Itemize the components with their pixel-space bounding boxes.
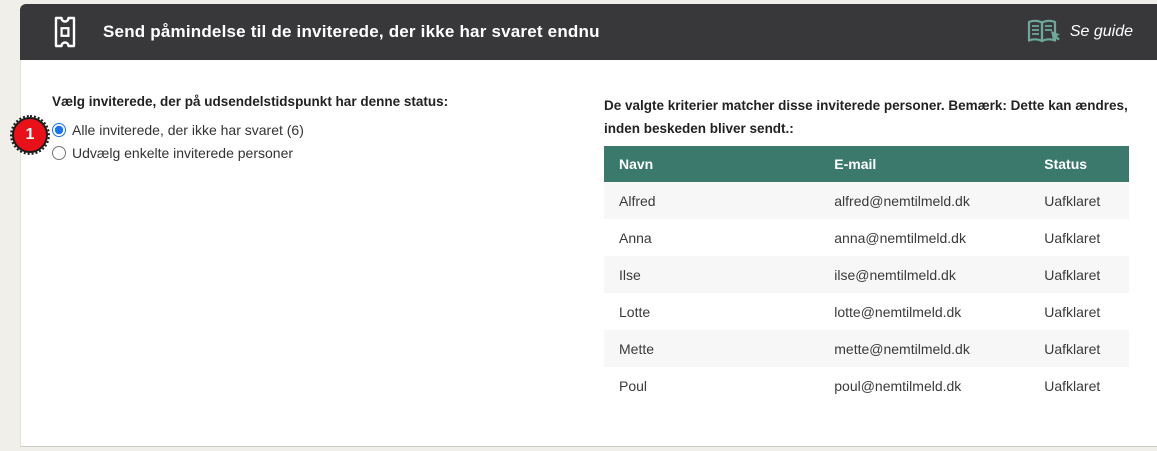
ticket-icon (53, 16, 77, 48)
radio-label-select-individuals: Udvælg enkelte inviterede personer (72, 144, 294, 161)
radio-input-all-invitees[interactable] (52, 122, 66, 137)
invitee-email-cell: poul@nemtilmeld.dk (834, 377, 962, 394)
invitee-email-cell: anna@nemtilmeld.dk (834, 229, 966, 246)
invitee-table-body: Alfred alfred@nemtilmeld.dk Uafklaret Anna a… (604, 182, 1129, 404)
invitee-row: Lotte lotte@nemtilmeld.dk Uafklaret (604, 293, 1129, 330)
status-selection-heading: Vælg inviterede, der på udsendelstidspun… (52, 94, 449, 109)
invitee-email-cell: lotte@nemtilmeld.dk (834, 303, 962, 320)
invitee-status-cell: Uafklaret (1044, 266, 1101, 283)
invitee-name-cell: Poul (619, 377, 648, 394)
see-guide-link[interactable]: Se guide (1026, 18, 1133, 46)
column-header-name: Navn (604, 146, 820, 182)
invitee-status-cell: Uafklaret (1044, 303, 1101, 320)
invitee-name-cell: Ilse (619, 266, 641, 283)
invitee-name-cell: Alfred (619, 192, 656, 209)
invitee-row: Alfred alfred@nemtilmeld.dk Uafklaret (604, 182, 1129, 219)
matching-invitees-section: De valgte kriterier matcher disse invite… (604, 94, 1129, 404)
invitee-email-cell: alfred@nemtilmeld.dk (834, 192, 970, 209)
invitee-row: Mette mette@nemtilmeld.dk Uafklaret (604, 330, 1129, 367)
column-header-status: Status (1029, 146, 1129, 182)
status-selection-section: Vælg inviterede, der på udsendelstidspun… (52, 94, 562, 164)
invitee-row: Anna anna@nemtilmeld.dk Uafklaret (604, 219, 1129, 256)
invitee-status-cell: Uafklaret (1044, 229, 1101, 246)
invitee-table: Navn E-mail Status Alfred alfred@nemtilme… (604, 146, 1129, 404)
invitee-status-cell: Uafklaret (1044, 340, 1101, 357)
radio-input-select-individuals[interactable] (52, 145, 66, 160)
section-header: Send påmindelse til de inviterede, der i… (20, 4, 1157, 60)
content-panel (20, 4, 1157, 447)
radio-option-select-individuals[interactable]: Udvælg enkelte inviterede personer (52, 141, 562, 164)
see-guide-label: Se guide (1069, 23, 1133, 40)
invitee-email-cell: mette@nemtilmeld.dk (834, 340, 970, 357)
invitee-name-cell: Mette (619, 340, 655, 357)
guide-book-icon (1026, 18, 1062, 46)
step-1-number: 1 (25, 126, 35, 143)
matching-invitees-heading: De valgte kriterier matcher disse invite… (604, 98, 1128, 136)
invitee-status-cell: Uafklaret (1044, 377, 1101, 394)
invitee-name-cell: Anna (619, 229, 652, 246)
invitee-status-cell: Uafklaret (1044, 192, 1101, 209)
invitee-table-header-row: Navn E-mail Status (604, 146, 1129, 182)
step-1-badge: 1 (10, 115, 50, 155)
page-title: Send påmindelse til de inviterede, der i… (103, 22, 600, 41)
invitee-name-cell: Lotte (619, 303, 651, 320)
invitee-email-cell: ilse@nemtilmeld.dk (834, 266, 956, 283)
invitee-row: Ilse ilse@nemtilmeld.dk Uafklaret (604, 256, 1129, 293)
invitee-row: Poul poul@nemtilmeld.dk Uafklaret (604, 367, 1129, 404)
column-header-email: E-mail (819, 146, 1030, 182)
radio-label-all-invitees: Alle inviterede, der ikke har svaret (6) (72, 121, 304, 138)
radio-option-all-invitees[interactable]: Alle inviterede, der ikke har svaret (6) (52, 118, 562, 141)
